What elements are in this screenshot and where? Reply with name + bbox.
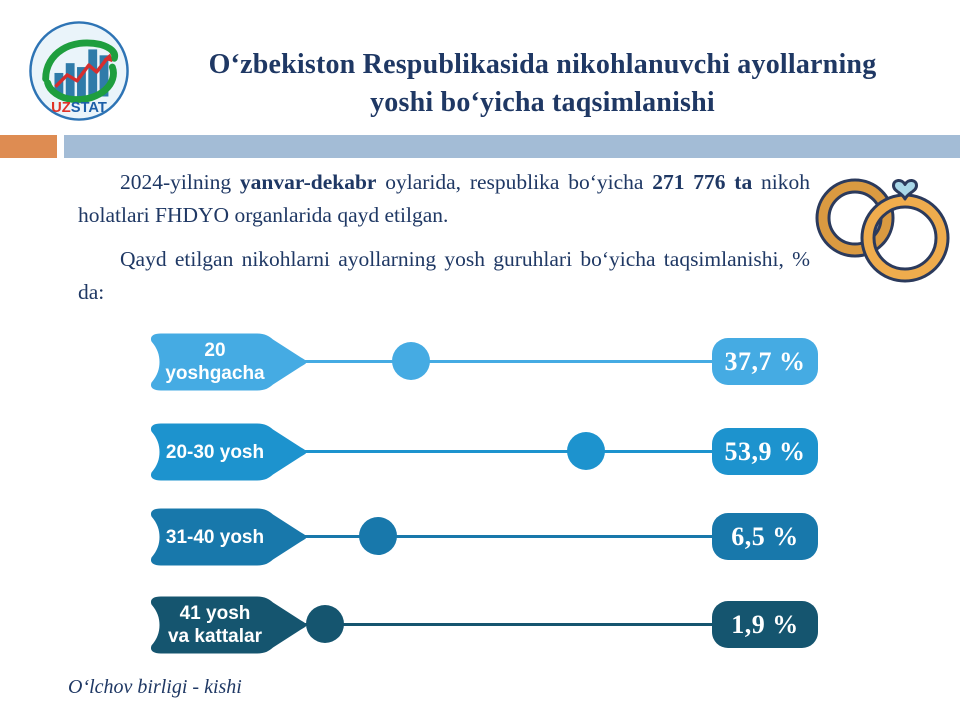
svg-text:UZSTAT: UZSTAT <box>51 100 107 116</box>
connector-line <box>303 359 714 363</box>
measurement-unit-note: Oʻlchov birligi - kishi <box>68 676 242 698</box>
page-title: Oʻzbekiston Respublikasida nikohlanuvchi… <box>135 46 950 122</box>
connector-dot <box>566 432 605 470</box>
age-label-arrow-shape <box>150 596 307 654</box>
logo-trend-arrow <box>103 53 113 63</box>
logo-stat: STAT <box>71 100 107 116</box>
title-line-1: Oʻzbekiston Respublikasida nikohlanuvchi… <box>208 49 877 80</box>
chart-row-20-30: 20-30 yosh 53,9 % <box>145 422 828 482</box>
connector-dot <box>359 517 398 555</box>
intro-p1-bold-months: yanvar-dekabr <box>239 170 377 194</box>
intro-paragraph-2: Qayd etilgan nikohlarni ayollarning yosh… <box>78 247 810 304</box>
divider-blue-bar <box>64 135 960 158</box>
age-label-arrow-shape <box>150 508 307 566</box>
wedding-rings-icon <box>815 178 950 283</box>
logo-trend-line <box>54 58 108 88</box>
connector-dot <box>391 342 430 380</box>
age-group-label: 20 yoshgacha <box>165 340 265 384</box>
intro-p1-text: 2024-yilning <box>120 170 240 194</box>
value-badge: 37,7 % <box>712 338 818 385</box>
heart-gem-icon <box>892 179 918 201</box>
value-badge: 6,5 % <box>712 513 818 560</box>
chart-row-31-40: 31-40 yosh 6,5 % <box>145 507 828 567</box>
intro-p1-bold-total: 271 776 ta <box>652 170 753 194</box>
chart-row-under-20: 20 yoshgacha 37,7 % <box>145 332 828 392</box>
logo-uz: UZ <box>51 100 71 116</box>
uzstat-logo-icon: UZSTAT <box>29 21 129 121</box>
left-ring <box>815 178 895 258</box>
connector-dot <box>306 605 345 643</box>
connector-line <box>303 449 714 453</box>
age-label-arrow-shape <box>150 423 307 481</box>
title-line-2: yoshi boʻyicha taqsimlanishi <box>370 87 715 118</box>
logo-swoosh <box>42 39 119 103</box>
age-label-arrow-shape <box>150 333 307 391</box>
intro-p1-text: nikoh holatlari FHDYO organlarida qayd e… <box>78 170 810 227</box>
divider-orange-block <box>0 135 57 158</box>
age-group-label: 31-40 yosh <box>165 526 265 548</box>
connector-line <box>303 622 714 626</box>
intro-p1-text: oylarida, respublika boʻyicha <box>376 170 653 194</box>
value-badge: 1,9 % <box>712 601 818 648</box>
connector-line <box>303 534 714 538</box>
value-badge: 53,9 % <box>712 428 818 475</box>
intro-text: 2024-yilning yanvar-dekabr oylarida, res… <box>78 166 810 320</box>
right-ring <box>860 193 950 283</box>
age-group-label: 20-30 yosh <box>165 441 265 463</box>
age-group-label: 41 yosh va kattalar <box>167 603 262 647</box>
chart-row-41-plus: 41 yosh va kattalar 1,9 % <box>145 595 828 655</box>
intro-paragraph-1: 2024-yilning yanvar-dekabr oylarida, res… <box>78 166 810 232</box>
